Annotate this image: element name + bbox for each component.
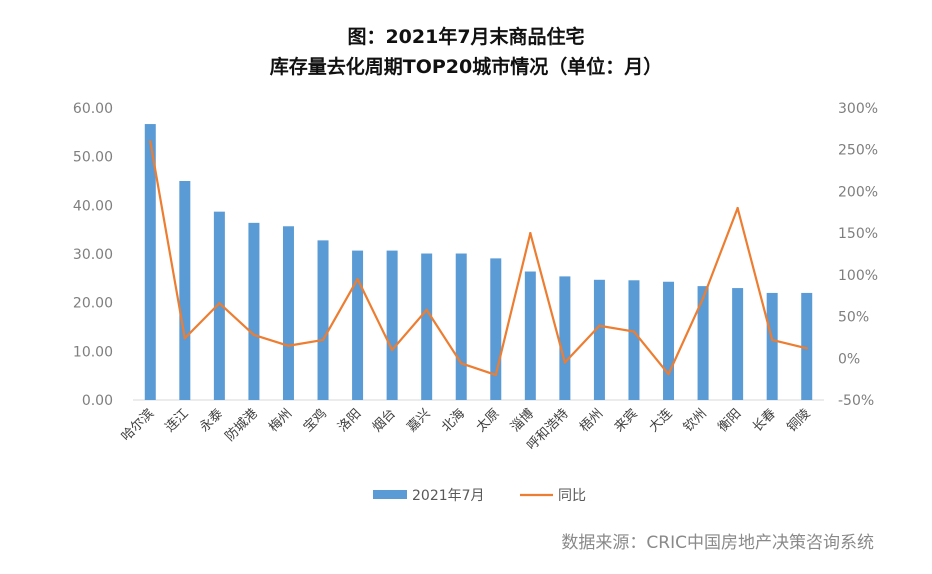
right-axis-tick-label: 250% <box>838 143 878 159</box>
x-axis-category-label: 连江 <box>162 406 192 436</box>
left-axis-tick-label: 50.00 <box>73 150 113 166</box>
x-axis-category-label: 钦州 <box>681 406 710 435</box>
right-axis-tick-label: 150% <box>838 226 878 242</box>
bar <box>386 250 398 400</box>
bar <box>766 292 778 400</box>
x-axis-category-label: 宝鸡 <box>300 406 330 436</box>
legend-line-label: 同比 <box>558 488 586 504</box>
yoy-point <box>529 231 532 235</box>
x-axis-category-label: 防城港 <box>222 406 261 445</box>
legend-bar-label: 2021年7月 <box>412 488 485 504</box>
x-axis-category-label: 梅州 <box>266 406 295 435</box>
bar <box>144 124 156 400</box>
bar <box>697 286 709 400</box>
bar <box>628 280 640 400</box>
right-axis-tick-label: -50% <box>838 393 874 409</box>
x-axis-category-label: 嘉兴 <box>405 406 434 435</box>
yoy-point <box>770 338 774 342</box>
x-axis-category-label: 来宾 <box>611 406 641 436</box>
bar <box>248 222 260 400</box>
bar <box>490 258 502 400</box>
x-axis-category-label: 长春 <box>750 406 779 435</box>
right-axis-tick-label: 200% <box>838 184 878 200</box>
yoy-point <box>736 206 739 210</box>
yoy-point <box>494 373 497 377</box>
bar <box>352 250 364 400</box>
x-axis-category-label: 梧州 <box>577 406 606 435</box>
yoy-point <box>460 362 463 365</box>
yoy-point <box>805 347 808 350</box>
x-axis-category-label: 哈尔滨 <box>118 406 157 445</box>
x-axis-category-label: 铜陵 <box>785 406 814 435</box>
yoy-point <box>563 361 567 364</box>
left-axis-tick-label: 30.00 <box>73 247 113 263</box>
right-axis-tick-label: 100% <box>838 268 878 284</box>
data-source-note: 数据来源：CRIC中国房地产决策咨询系统 <box>561 533 874 553</box>
x-axis-category-label: 烟台 <box>370 406 399 435</box>
right-axis-tick-label: 0% <box>838 351 860 367</box>
bar <box>421 253 433 400</box>
yoy-point <box>598 324 601 327</box>
bar <box>801 292 813 400</box>
yoy-point <box>667 372 670 376</box>
yoy-point <box>252 333 256 337</box>
bar <box>455 253 467 400</box>
bar <box>213 211 225 400</box>
yoy-point <box>321 338 325 342</box>
chart-title-line1: 图：2021年7月末商品住宅 <box>347 26 585 48</box>
bar <box>593 279 605 400</box>
x-axis-category-label: 洛阳 <box>335 406 364 435</box>
yoy-point <box>356 277 359 281</box>
right-axis-tick-label: 300% <box>838 101 878 117</box>
yoy-line <box>149 141 807 377</box>
x-axis-category-label: 衡阳 <box>715 406 744 435</box>
left-axis-tick-label: 20.00 <box>73 296 113 312</box>
left-axis-tick-label: 0.00 <box>82 393 113 409</box>
left-axis-tick-label: 40.00 <box>73 198 113 214</box>
bar <box>663 281 675 400</box>
x-axis-category-label: 北海 <box>439 406 468 435</box>
yoy-point <box>701 297 705 300</box>
yoy-point <box>632 330 636 333</box>
bar <box>282 226 294 400</box>
x-axis-category-label: 大连 <box>646 406 676 436</box>
bar <box>559 276 571 400</box>
left-axis-tick-label: 60.00 <box>73 101 113 117</box>
bar <box>179 181 191 400</box>
yoy-point <box>149 140 152 143</box>
yoy-point <box>218 302 221 305</box>
x-axis-category-label: 太原 <box>474 406 503 435</box>
yoy-point <box>390 348 394 352</box>
x-axis-category-label: 淄博 <box>508 406 537 435</box>
x-axis-category-label: 永泰 <box>197 406 226 435</box>
bar <box>524 271 536 400</box>
bar <box>317 240 329 400</box>
yoy-point <box>425 308 428 312</box>
left-axis-tick-label: 10.00 <box>73 344 113 360</box>
bar <box>732 288 744 400</box>
yoy-point <box>287 344 290 347</box>
legend-bar-swatch <box>373 490 407 499</box>
chart-title-line2: 库存量去化周期TOP20城市情况（单位：月） <box>269 56 663 78</box>
right-axis-tick-label: 50% <box>838 310 869 326</box>
yoy-point <box>183 337 187 340</box>
